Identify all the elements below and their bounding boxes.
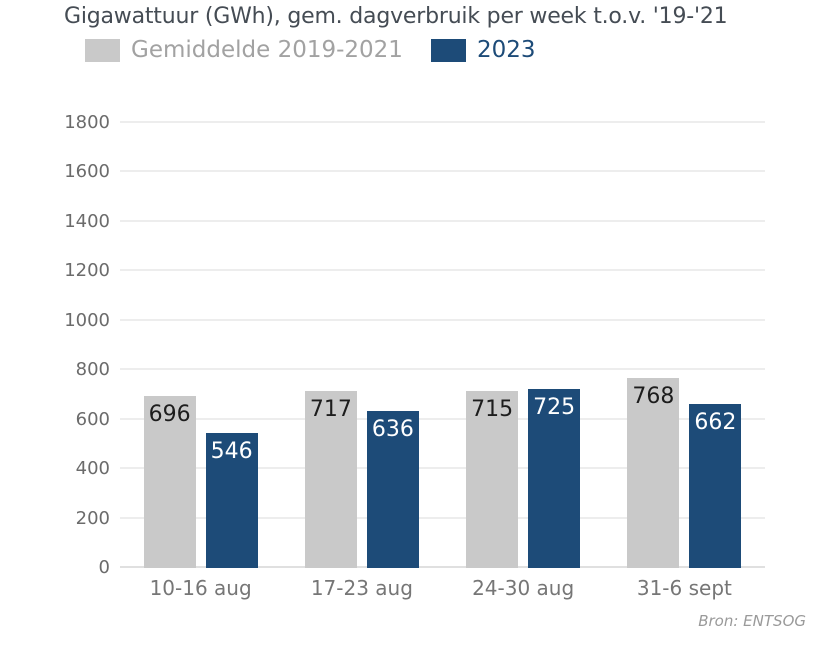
y-tick-label: 600 xyxy=(75,408,110,430)
y-tick-label: 1000 xyxy=(64,309,110,331)
bar-average: 715 xyxy=(466,391,519,568)
gridline xyxy=(120,219,765,222)
legend-item-average: Gemiddelde 2019-2021 xyxy=(85,36,403,64)
y-tick-label: 1800 xyxy=(64,112,110,133)
gridline xyxy=(120,318,765,321)
source-credit: Bron: ENTSOG xyxy=(698,612,806,630)
gridline xyxy=(120,121,765,123)
gridline xyxy=(120,467,765,470)
legend-swatch-average xyxy=(85,38,120,62)
x-tick-label: 24-30 aug xyxy=(472,576,575,600)
y-tick-label: 0 xyxy=(98,557,110,578)
x-axis-labels: 10-16 aug 17-23 aug 24-30 aug 31-6 sept xyxy=(120,575,765,601)
bar-value-label: 546 xyxy=(210,439,253,465)
y-tick-label: 1400 xyxy=(64,210,110,232)
x-tick-label: 31-6 sept xyxy=(636,576,732,600)
gridline xyxy=(120,269,765,272)
bar-groups: 696 546 717 636 715 725 768 662 xyxy=(120,123,765,568)
bar-2023: 636 xyxy=(366,410,419,568)
gridline xyxy=(120,417,765,420)
bar-group: 715 725 xyxy=(443,123,604,568)
bar-2023: 546 xyxy=(205,433,258,568)
bar-value-label: 717 xyxy=(309,396,352,422)
gridline xyxy=(120,516,765,519)
legend-swatch-2023 xyxy=(430,38,466,62)
y-tick-label: 1200 xyxy=(64,260,110,282)
bar-average: 768 xyxy=(627,378,680,568)
legend-item-2023: 2023 xyxy=(430,36,536,64)
bar-2023: 662 xyxy=(689,404,742,568)
bar-group: 696 546 xyxy=(120,123,281,568)
bar-value-label: 725 xyxy=(533,394,576,420)
bar-average: 696 xyxy=(143,395,196,568)
bar-value-label: 696 xyxy=(148,401,191,427)
y-tick-label: 400 xyxy=(75,458,110,480)
bar-value-label: 662 xyxy=(694,410,737,436)
gridline xyxy=(120,368,765,371)
bar-value-label: 768 xyxy=(632,384,675,410)
bar-value-label: 715 xyxy=(471,397,514,423)
x-axis-baseline xyxy=(120,566,765,568)
legend-label-2023: 2023 xyxy=(476,37,536,63)
y-tick-label: 800 xyxy=(75,359,110,381)
plot-area: 0 200 400 600 800 1000 1200 1400 1600 1800 696 546 7… xyxy=(64,113,765,600)
bar-2023: 725 xyxy=(528,388,581,568)
legend: Gemiddelde 2019-2021 2023 xyxy=(85,36,535,64)
bar-group: 768 662 xyxy=(604,123,765,568)
chart-title: Gigawattuur (GWh), gem. dagverbruik per … xyxy=(64,4,728,29)
legend-label-average: Gemiddelde 2019-2021 xyxy=(131,37,403,63)
y-tick-label: 200 xyxy=(75,507,110,529)
bar-value-label: 636 xyxy=(371,416,414,442)
x-tick-label: 17-23 aug xyxy=(310,576,413,600)
bar-group: 717 636 xyxy=(281,123,442,568)
gridline xyxy=(120,170,765,173)
y-tick-label: 1600 xyxy=(64,161,110,183)
bar-average: 717 xyxy=(304,390,357,568)
x-tick-label: 10-16 aug xyxy=(149,576,252,600)
